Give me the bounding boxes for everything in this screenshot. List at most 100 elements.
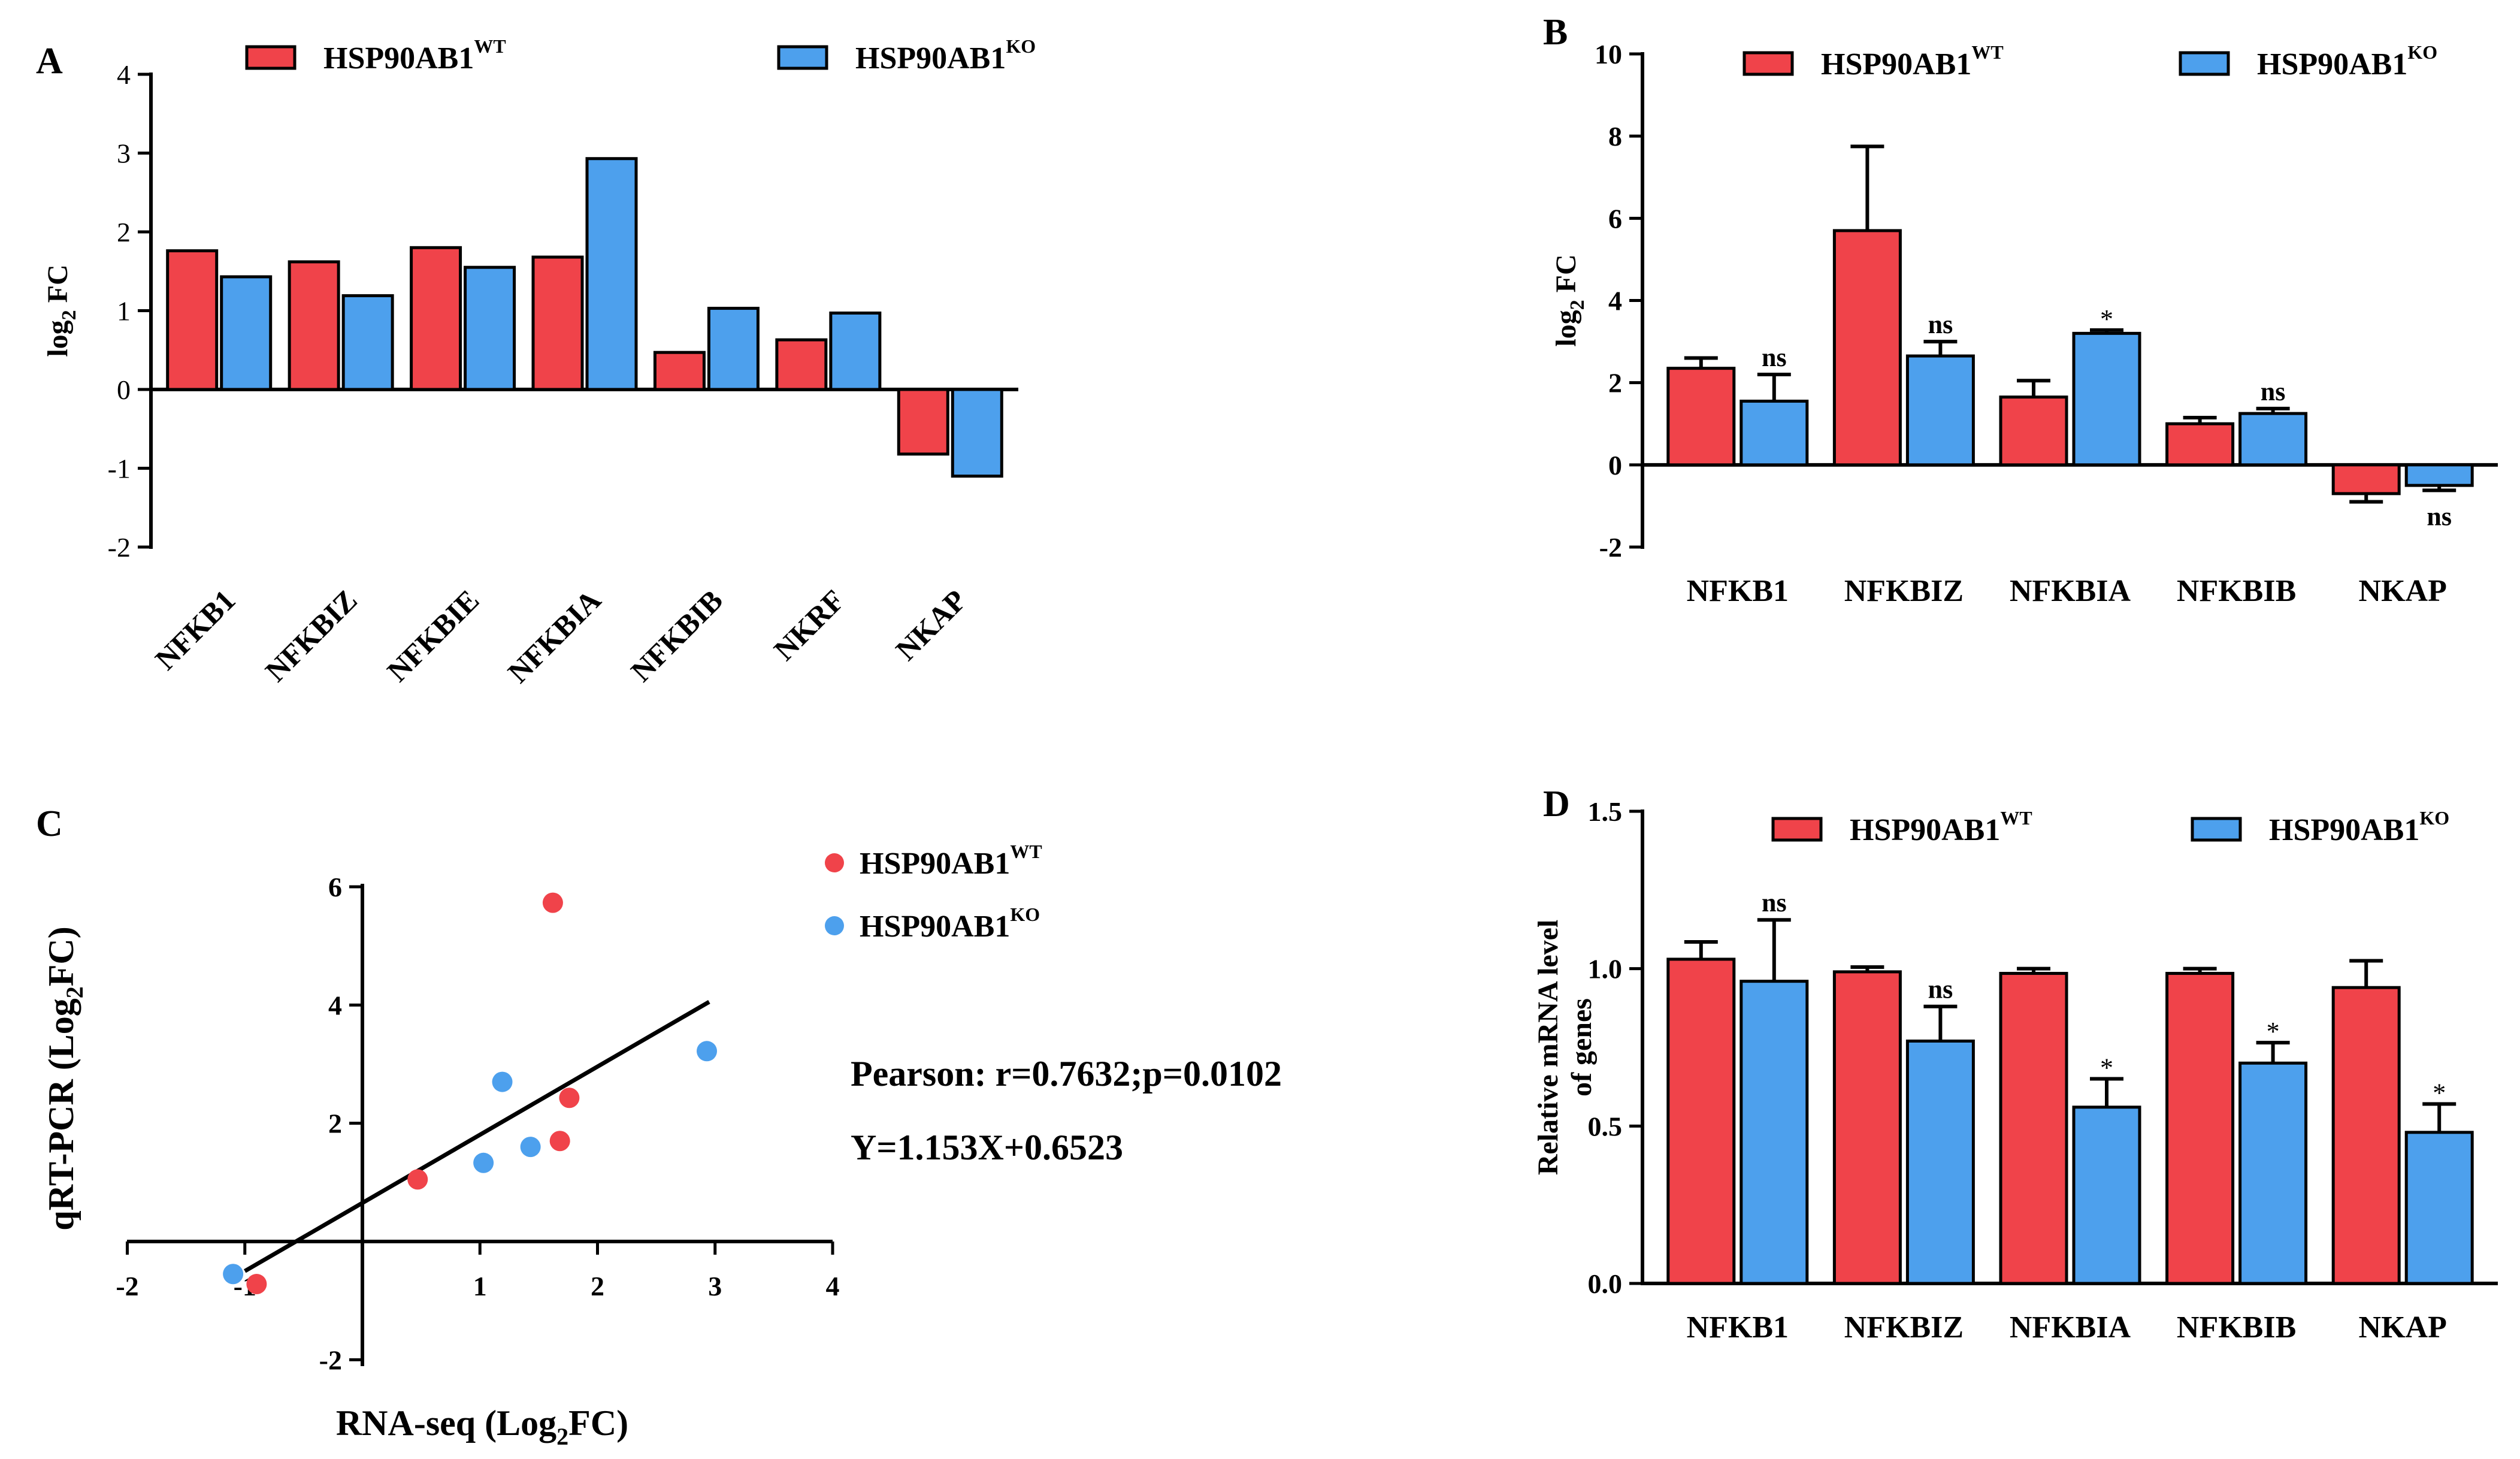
- legend-swatch-ko: [2179, 51, 2230, 76]
- y-tick-label: 6: [1608, 203, 1622, 234]
- y-tick-label: -2: [1599, 532, 1622, 563]
- bar-ko: [341, 294, 394, 391]
- legend-superscript: KO: [1010, 904, 1040, 925]
- point-wt: [549, 1131, 570, 1152]
- y-tick-label: 1: [117, 296, 131, 327]
- bar-wt: [2331, 986, 2401, 1285]
- x-axis-label: RNA-seq (Log2FC): [336, 1403, 628, 1450]
- x-tick-label: NFKBIB: [2177, 574, 2296, 608]
- panel-label: A: [36, 41, 63, 81]
- y-tick-label: 8: [1608, 121, 1622, 152]
- legend-name: HSP90AB1: [860, 847, 1010, 881]
- panel-label: C: [36, 803, 63, 844]
- bar-ko: [585, 157, 638, 391]
- legend-name: HSP90AB1: [323, 41, 474, 75]
- bar-wt: [1999, 972, 2068, 1285]
- bar-ko: [2238, 1061, 2308, 1285]
- x-tick-label: NFKBIE: [380, 583, 485, 688]
- bar-ko: [464, 265, 516, 391]
- legend-label-wt: HSP90AB1WT: [1850, 807, 2032, 847]
- x-tick-label: NFKBIA: [501, 583, 607, 689]
- x-tick-label: 2: [591, 1271, 604, 1301]
- bar-wt: [166, 249, 219, 391]
- y-tick-label: 0.0: [1588, 1268, 1623, 1299]
- y-tick-label: -2: [108, 532, 131, 563]
- point-wt: [559, 1088, 580, 1108]
- legend-name: HSP90AB1: [855, 41, 1006, 75]
- legend-superscript: WT: [2000, 807, 2032, 829]
- significance-label: *: [2267, 1017, 2280, 1046]
- y-tick-label: 0: [117, 374, 131, 405]
- bar-ko: [2404, 463, 2474, 487]
- y-tick-label: 1.0: [1588, 954, 1623, 984]
- bar-wt: [1832, 229, 1902, 467]
- y-axis-label-tail: FC: [42, 264, 74, 310]
- bar-ko: [707, 307, 760, 391]
- bar-ko: [829, 311, 882, 391]
- bar-ko: [220, 275, 273, 391]
- y-tick-label: 4: [117, 59, 131, 90]
- significance-label: *: [2433, 1079, 2446, 1108]
- significance-label: *: [2100, 1053, 2113, 1083]
- significance-label: ns: [1928, 310, 1953, 339]
- legend-swatch-wt: [1771, 817, 1823, 842]
- y-tick-label: -2: [319, 1345, 342, 1375]
- significance-label: ns: [1928, 975, 1953, 1004]
- bar-wt: [775, 338, 828, 391]
- x-tick-label: 3: [708, 1271, 722, 1301]
- legend-superscript: KO: [2419, 807, 2449, 829]
- y-tick-label: 10: [1595, 39, 1622, 70]
- x-tick-label: NFKBIB: [624, 583, 729, 688]
- panel-label: D: [1543, 784, 1570, 824]
- x-tick-label: 1: [473, 1271, 487, 1301]
- x-tick-label: 4: [826, 1271, 840, 1301]
- y-tick-label: 2: [328, 1108, 342, 1139]
- bar-ko: [1740, 980, 1809, 1285]
- legend-swatch-wt: [1742, 51, 1794, 76]
- significance-label: *: [2100, 304, 2113, 334]
- x-tick-label: NFKBIA: [2010, 574, 2131, 608]
- legend-label-wt: HSP90AB1WT: [323, 35, 506, 75]
- legend-swatch-ko: [777, 45, 828, 70]
- x-tick-label: NFKBIA: [2010, 1310, 2131, 1345]
- x-tick-label: NKAP: [2359, 1310, 2447, 1345]
- panel-label: B: [1543, 12, 1568, 53]
- x-tick-label: NFKB1: [149, 583, 241, 676]
- y-axis-label-tail: FC): [41, 926, 81, 986]
- x-tick-label: NFKBIZ: [1844, 574, 1964, 608]
- bar-ko: [1905, 354, 1975, 467]
- annotation-equation: Y=1.153X+0.6523: [851, 1128, 1123, 1167]
- x-tick-label: NFKB1: [1687, 1310, 1789, 1345]
- panel-d: D 0.0 0.5 1.0 1.5 Relative mRNA levelof genes…: [1532, 784, 2498, 1345]
- bar-ko: [2238, 412, 2308, 467]
- bar-wt: [897, 388, 949, 456]
- y-axis-label-sub: 2: [58, 310, 80, 320]
- legend-swatch-ko: [2191, 817, 2242, 842]
- legend-label-wt: HSP90AB1WT: [1821, 41, 2004, 81]
- bar-ko: [1905, 1039, 1975, 1285]
- legend-label-ko: HSP90AB1KO: [855, 35, 1036, 75]
- y-axis-label-line1: Relative mRNA level: [1532, 920, 1564, 1176]
- y-axis-label: log2 FC: [1550, 254, 1589, 346]
- y-tick-label: 4: [1608, 286, 1622, 316]
- legend-name: HSP90AB1: [2257, 47, 2407, 81]
- bar-wt: [410, 246, 462, 391]
- annotation-pearson: Pearson: r=0.7632;p=0.0102: [851, 1054, 1282, 1094]
- bar-wt: [1832, 970, 1902, 1285]
- point-ko: [492, 1071, 513, 1092]
- bar-wt: [1666, 957, 1736, 1285]
- y-axis-label-sub: 2: [61, 986, 88, 998]
- bar-ko: [2072, 1105, 2141, 1285]
- bar-ko: [2072, 331, 2141, 467]
- x-tick-label: NFKBIB: [2177, 1310, 2296, 1345]
- legend-name: HSP90AB1: [2269, 813, 2419, 847]
- x-tick-label: NFKBIZ: [259, 583, 364, 688]
- point-wt: [246, 1274, 267, 1295]
- legend-superscript: KO: [1006, 35, 1036, 57]
- y-axis-label: qRT-PCR (Log2FC): [41, 926, 88, 1230]
- point-ko: [473, 1152, 494, 1173]
- y-axis-label-main: log: [42, 320, 74, 357]
